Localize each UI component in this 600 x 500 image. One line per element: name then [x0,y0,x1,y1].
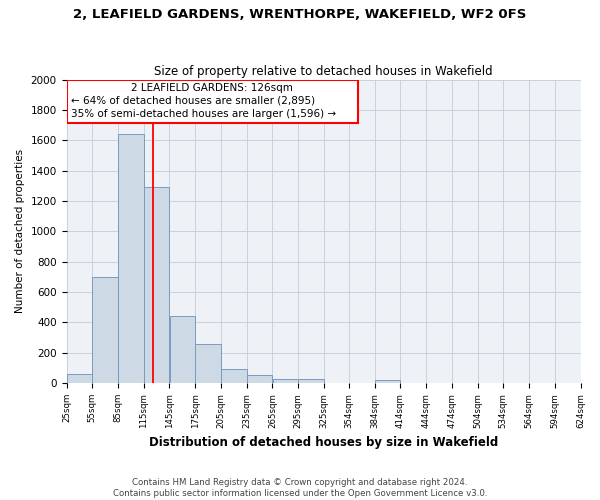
X-axis label: Distribution of detached houses by size in Wakefield: Distribution of detached houses by size … [149,436,498,449]
Bar [272,378,298,383]
Text: 2, LEAFIELD GARDENS, WRENTHORPE, WAKEFIELD, WF2 0FS: 2, LEAFIELD GARDENS, WRENTHORPE, WAKEFIE… [73,8,527,20]
Bar [144,188,169,383]
Bar [118,134,143,383]
Bar [298,380,324,383]
Bar [170,316,195,383]
Bar [221,370,247,383]
Text: ← 64% of detached houses are smaller (2,895): ← 64% of detached houses are smaller (2,… [71,96,315,106]
Text: Contains HM Land Registry data © Crown copyright and database right 2024.
Contai: Contains HM Land Registry data © Crown c… [113,478,487,498]
Bar [196,344,221,383]
Text: 35% of semi-detached houses are larger (1,596) →: 35% of semi-detached houses are larger (… [71,108,336,118]
Bar [247,375,272,383]
Text: 2 LEAFIELD GARDENS: 126sqm: 2 LEAFIELD GARDENS: 126sqm [131,83,293,93]
Bar [374,380,400,383]
Bar [67,374,92,383]
Title: Size of property relative to detached houses in Wakefield: Size of property relative to detached ho… [154,66,493,78]
Y-axis label: Number of detached properties: Number of detached properties [15,150,25,314]
FancyBboxPatch shape [67,80,358,123]
Bar [92,277,118,383]
